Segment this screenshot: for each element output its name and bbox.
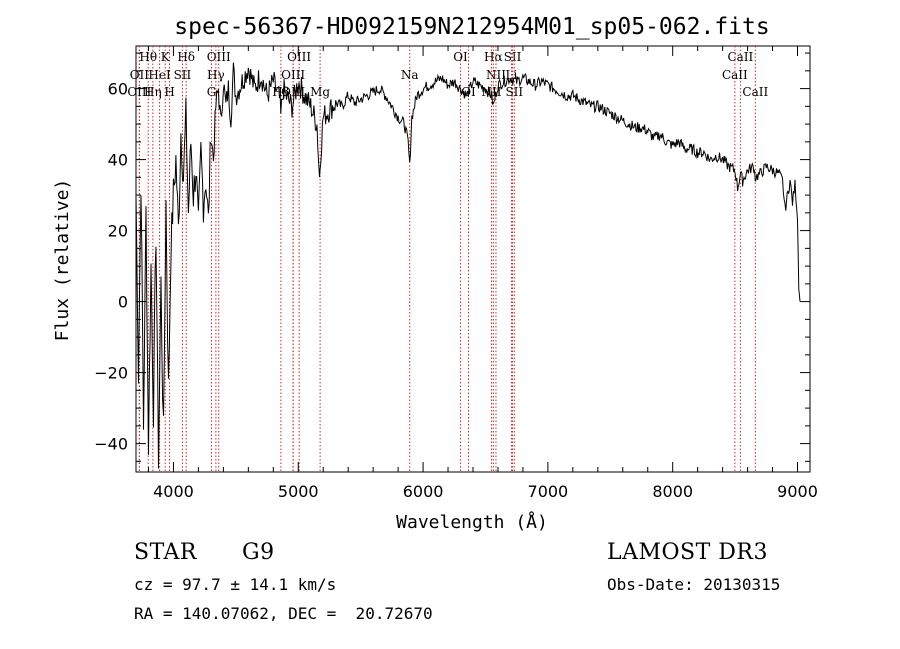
- spectral-line-label: SII: [504, 50, 522, 64]
- spectrum-series: [135, 62, 801, 469]
- spectrum-line: [135, 62, 801, 469]
- y-tick-label: 20: [108, 222, 128, 241]
- spectral-line-label: Hγ: [207, 68, 225, 82]
- y-tick-label: −20: [94, 364, 128, 383]
- spectral-line-label: OIII: [287, 50, 311, 64]
- redshift-readout: cz = 97.7 ± 14.1 km/s: [134, 575, 337, 594]
- x-tick-label: 6000: [403, 482, 444, 501]
- survey-name: LAMOST DR3: [607, 540, 768, 565]
- y-tick-label: 60: [108, 80, 128, 99]
- spectral-line-label: OIII: [207, 50, 231, 64]
- y-tick-label: −40: [94, 435, 128, 454]
- plot-frame: [135, 45, 811, 473]
- spectral-line-label: Hθ: [139, 50, 157, 64]
- x-tick-label: 7000: [528, 482, 569, 501]
- x-tick-label: 4000: [153, 482, 194, 501]
- spectral-line-label: HeI: [148, 68, 171, 82]
- y-axis-label: Flux (relative): [52, 179, 73, 342]
- axes: 4000 5000 6000 7000 8000 9000 −40 −20 0 20 40 60: [94, 46, 818, 501]
- spectral-line-label: SII: [505, 85, 523, 99]
- object-subclass: G9: [242, 540, 275, 565]
- spectral-line-label: Hα: [484, 50, 503, 64]
- obs-date: Obs-Date: 20130315: [607, 575, 781, 594]
- spectral-line-label: Hδ: [177, 50, 195, 64]
- spectral-line-label: SII: [174, 68, 192, 82]
- spectral-line-label: Na: [401, 68, 419, 82]
- x-axis-label: Wavelength (Å): [396, 511, 548, 533]
- spectral-line-label: K: [161, 50, 171, 64]
- spectral-line-label: OI: [453, 50, 468, 64]
- x-tick-label: 8000: [652, 482, 693, 501]
- spectral-line-label: G: [207, 85, 217, 99]
- y-tick-label: 0: [118, 293, 128, 312]
- spectral-line-label: CaII: [722, 68, 748, 82]
- spectral-line-label: OIII: [281, 68, 305, 82]
- spectral-line-label: Mg: [310, 85, 330, 99]
- y-tick-label: 40: [108, 151, 128, 170]
- x-tick-label: 9000: [777, 482, 818, 501]
- spectral-line-label: CaII: [742, 85, 768, 99]
- spectral-line-label: Li: [506, 68, 518, 82]
- spectral-line-label: Hη: [144, 85, 162, 99]
- spectral-line-label: H: [164, 85, 174, 99]
- spectral-line-label: CaII: [727, 50, 753, 64]
- coordinates: RA = 140.07062, DEC = 20.72670: [134, 604, 433, 623]
- object-class: STAR: [134, 540, 197, 565]
- x-tick-label: 5000: [278, 482, 319, 501]
- spectral-line-label: NII: [486, 68, 506, 82]
- chart-title: spec-56367-HD092159N212954M01_sp05-062.f…: [174, 14, 769, 40]
